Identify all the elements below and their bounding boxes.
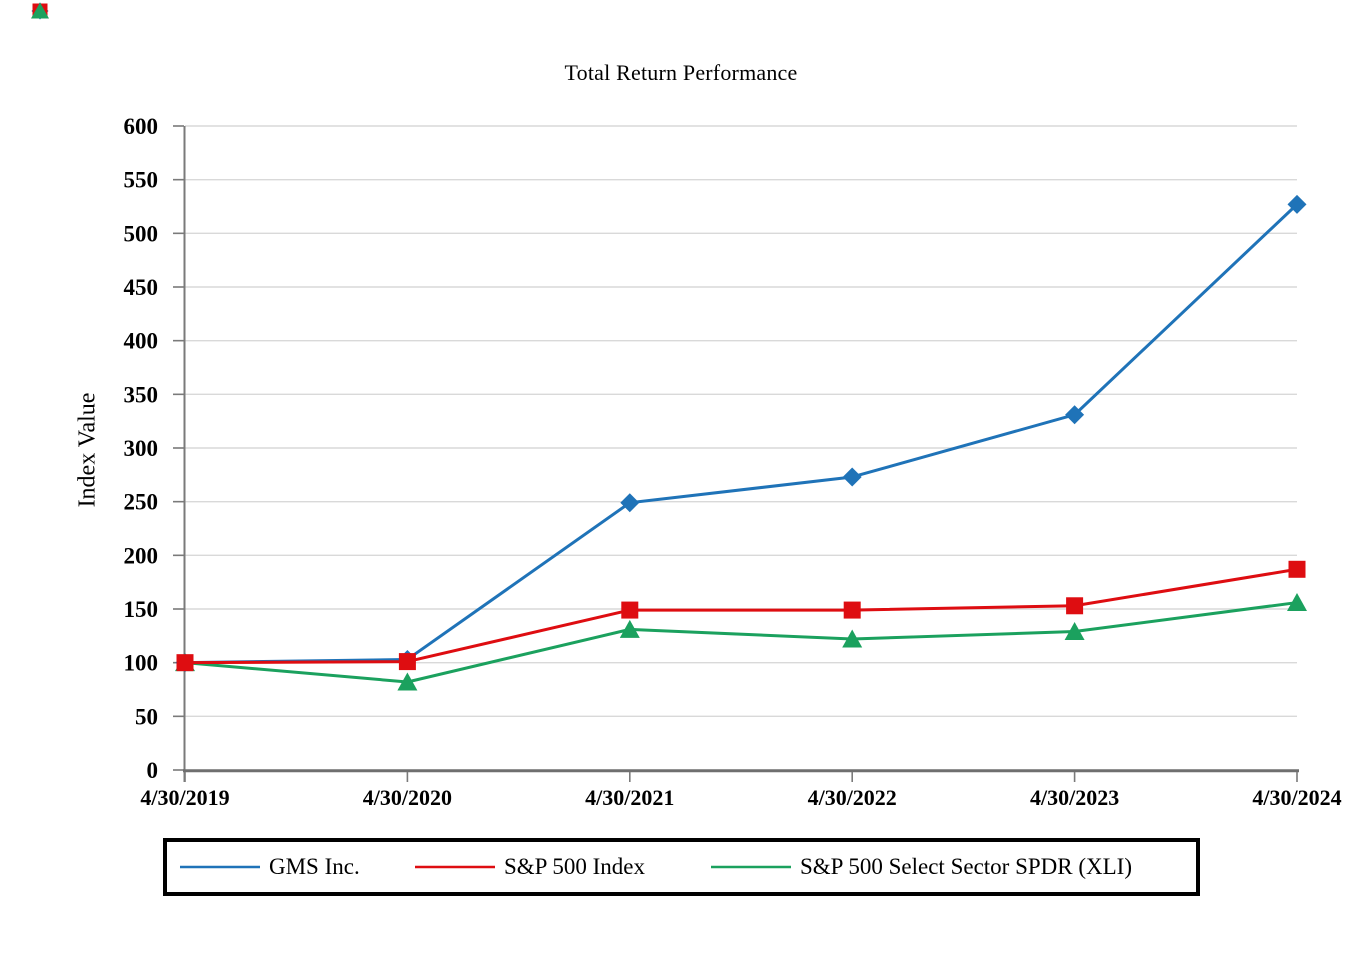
triangle-marker: [842, 629, 863, 648]
x-tick-label: 4/30/2024: [1252, 785, 1341, 810]
x-tick-label: 4/30/2021: [585, 785, 674, 810]
triangle-swatch-icon: [711, 865, 791, 869]
legend: GMS Inc. S&P 500 Index S&P 500 Select Sect…: [163, 838, 1200, 896]
legend-label: S&P 500 Select Sector SPDR (XLI): [800, 854, 1132, 879]
square-marker: [843, 601, 861, 619]
y-tick-label: 100: [124, 651, 159, 676]
square-swatch-icon: [415, 865, 495, 869]
x-tick-label: 4/30/2019: [140, 785, 229, 810]
y-tick-label: 50: [135, 704, 158, 729]
triangle-marker: [397, 672, 418, 691]
x-tick-label: 4/30/2023: [1030, 785, 1119, 810]
triangle-marker: [1287, 593, 1307, 612]
triangle-marker: [619, 619, 640, 638]
legend-item-s-p-500-select-sector-spdr-xli: S&P 500 Select Sector SPDR (XLI): [711, 854, 1132, 880]
series-line: [183, 567, 1299, 665]
y-tick-label: 250: [124, 490, 159, 515]
y-tick-label: 400: [124, 329, 159, 354]
series-s-p-500-select-sector-spdr-xli: [183, 601, 1299, 684]
y-tick-label: 550: [124, 168, 159, 193]
y-tick-label: 500: [124, 221, 159, 246]
series-line: [183, 601, 1299, 684]
chart-title: Total Return Performance: [564, 60, 798, 85]
legend-item-gms-inc: GMS Inc.: [180, 854, 360, 880]
y-tick-label: 150: [124, 597, 159, 622]
square-marker: [1066, 597, 1084, 615]
legend-label: S&P 500 Index: [504, 854, 645, 879]
square-marker: [1288, 560, 1306, 578]
diamond-swatch-icon: [180, 865, 260, 869]
y-tick-label: 600: [124, 114, 159, 139]
diamond-marker: [620, 493, 640, 513]
y-tick-label: 0: [147, 758, 159, 783]
x-tick-label: 4/30/2020: [363, 785, 452, 810]
diamond-marker: [1287, 194, 1307, 214]
y-tick-label: 300: [124, 436, 159, 461]
diamond-marker: [842, 467, 862, 487]
triangle-marker: [31, 2, 49, 19]
square-marker: [398, 653, 416, 671]
y-tick-label: 200: [124, 543, 159, 568]
square-marker: [176, 654, 194, 672]
legend-label: GMS Inc.: [269, 854, 360, 879]
diamond-marker: [1065, 405, 1085, 425]
x-tick-label: 4/30/2022: [808, 785, 897, 810]
series-line: [183, 202, 1299, 665]
square-marker: [621, 601, 639, 619]
legend-item-s-p-500-index: S&P 500 Index: [415, 854, 645, 880]
y-tick-label: 350: [124, 382, 159, 407]
triangle-marker: [1064, 622, 1085, 641]
series-s-p-500-index: [183, 567, 1299, 665]
y-tick-label: 450: [124, 275, 159, 300]
series-gms-inc: [183, 202, 1299, 665]
